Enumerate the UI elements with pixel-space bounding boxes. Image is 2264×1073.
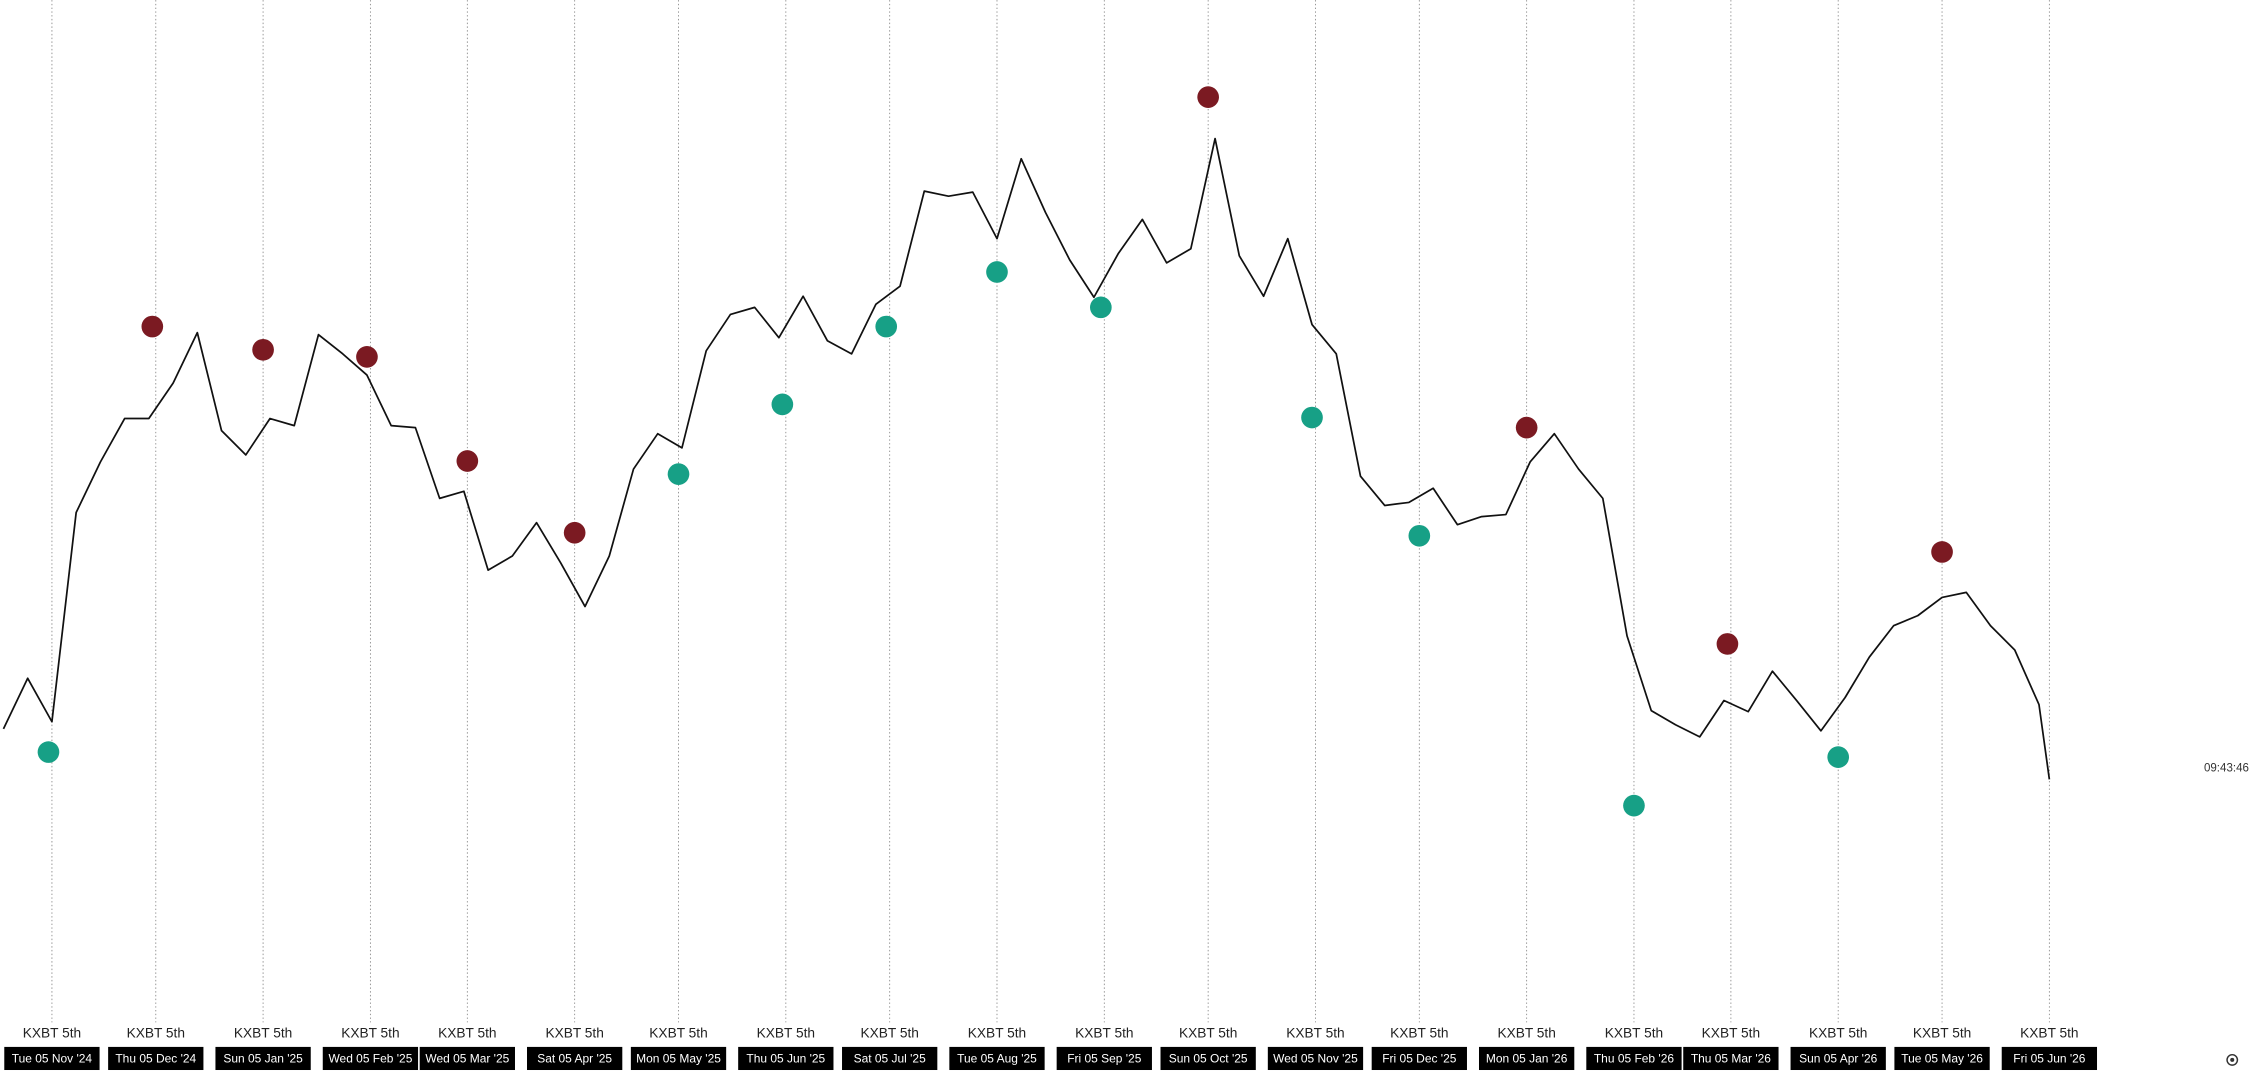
low-marker [667,463,690,485]
low-marker [1301,406,1323,429]
x-tick-label: Sat 05 Jul '25 [854,1051,926,1065]
time-label: 09:43:46 [2204,762,2249,774]
x-tick-box [738,1046,834,1071]
event-label: KXBT 5th [545,1026,603,1041]
low-marker [1090,296,1112,319]
x-tick-label: Thu 05 Dec '24 [115,1051,196,1065]
x-tick-box [419,1046,515,1071]
x-tick-label: Fri 05 Sep '25 [1067,1051,1141,1065]
x-tick-box [322,1046,419,1071]
event-label: KXBT 5th [649,1026,707,1041]
x-tick-label: Tue 05 Nov '24 [12,1051,93,1065]
x-tick-label: Sun 05 Apr '26 [1799,1051,1877,1065]
x-tick-label: Mon 05 Jan '26 [1486,1051,1568,1065]
event-label: KXBT 5th [1702,1026,1760,1041]
x-tick-label: Thu 05 Jun '25 [746,1051,825,1065]
high-marker [356,346,378,368]
x-tick-label: Wed 05 Mar '25 [425,1051,509,1065]
settings-icon[interactable] [2226,1053,2239,1066]
event-label: KXBT 5th [1497,1026,1555,1041]
event-label: KXBT 5th [341,1026,399,1041]
event-label: KXBT 5th [1605,1026,1663,1041]
event-label: KXBT 5th [23,1026,81,1041]
event-label: KXBT 5th [127,1026,185,1041]
x-tick-box [1160,1046,1256,1071]
x-tick-label: Fri 05 Dec '25 [1382,1051,1456,1065]
x-tick-box [949,1046,1045,1071]
low-marker [1408,524,1431,547]
x-tick-box [1683,1046,1779,1071]
x-tick-box [1371,1046,1467,1071]
high-marker [1197,86,1219,108]
x-tick-box [1586,1046,1682,1071]
x-tick-label: Wed 05 Feb '25 [328,1051,412,1065]
price-line [2,137,2051,780]
grid [51,0,2050,1023]
x-tick-label: Tue 05 May '26 [1901,1051,1983,1065]
x-tick-box [1267,1046,1364,1071]
event-label: KXBT 5th [438,1026,496,1041]
x-tick-box [1056,1046,1152,1071]
event-label: KXBT 5th [1179,1026,1237,1041]
event-label: KXBT 5th [1913,1026,1971,1041]
event-label: KXBT 5th [234,1026,292,1041]
low-marker [771,393,794,416]
event-label: KXBT 5th [757,1026,815,1041]
low-marker [1623,794,1645,817]
x-tick-box [4,1046,100,1071]
x-tick-label: Thu 05 Feb '26 [1594,1051,1674,1065]
high-marker [141,315,164,338]
high-marker [1515,416,1538,439]
x-tick-box [1894,1046,1990,1071]
x-tick-label: Sun 05 Jan '25 [223,1051,303,1065]
low-marker [37,741,60,763]
event-label: KXBT 5th [1075,1026,1133,1041]
x-tick-box [630,1046,727,1071]
x-tick-label: Mon 05 May '25 [636,1051,721,1065]
x-tick-box [108,1046,204,1071]
x-tick-box [215,1046,311,1071]
event-label: KXBT 5th [2020,1026,2078,1041]
event-label: KXBT 5th [1390,1026,1448,1041]
high-marker [252,338,274,361]
high-marker [456,450,479,472]
x-tick-box [1478,1046,1575,1071]
low-marker [1827,746,1850,768]
x-tick-label: Thu 05 Mar '26 [1691,1051,1771,1065]
x-tick-label: Sat 05 Apr '25 [537,1051,612,1065]
low-marker [875,315,898,338]
event-label: KXBT 5th [860,1026,918,1041]
high-marker [1931,541,1953,563]
high-marker [563,521,586,544]
x-tick-label: Wed 05 Nov '25 [1273,1051,1358,1065]
event-label: KXBT 5th [1809,1026,1867,1041]
high-marker [1716,633,1739,655]
low-marker [986,261,1008,283]
event-label: KXBT 5th [968,1026,1026,1041]
x-tick-label: Fri 05 Jun '26 [2013,1051,2085,1065]
x-tick-label: Sun 05 Oct '25 [1169,1051,1248,1065]
x-tick-box [2001,1046,2098,1071]
event-label: KXBT 5th [1286,1026,1344,1041]
x-tick-box [842,1046,938,1071]
x-tick-box [1790,1046,1886,1071]
x-tick-label: Tue 05 Aug '25 [957,1051,1037,1065]
x-tick-box [527,1046,623,1071]
